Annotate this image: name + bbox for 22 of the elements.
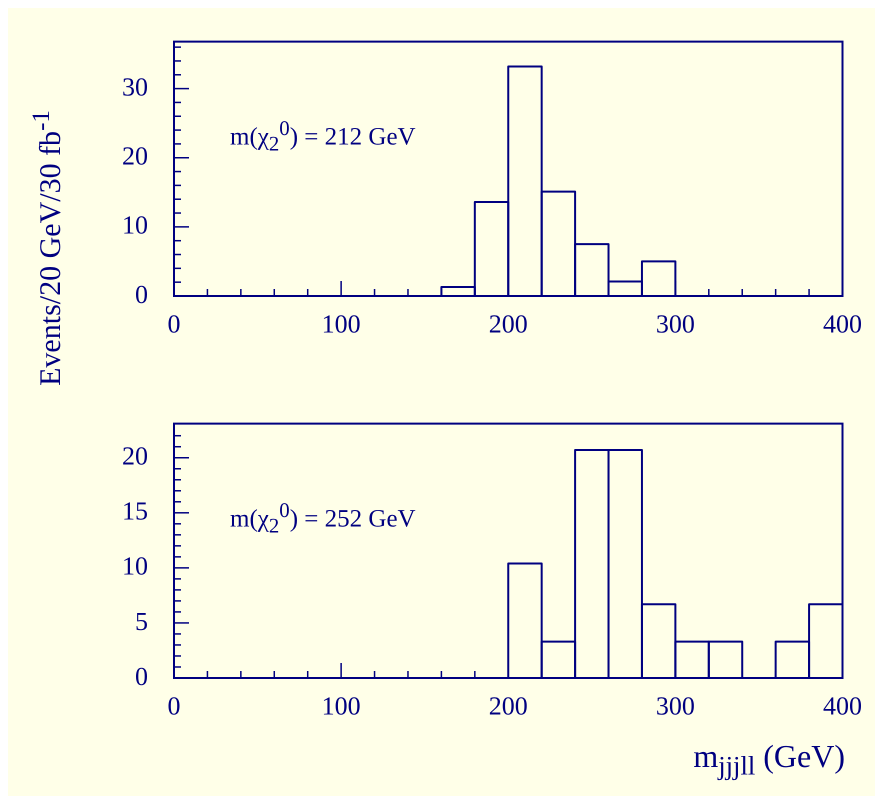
x-axis-title: m$_{jjjll}$ (GeV) bbox=[693, 738, 845, 782]
y-tick-label: 0 bbox=[135, 662, 148, 691]
x-tick-label: 300 bbox=[656, 691, 695, 720]
x-tick-label: 300 bbox=[656, 309, 695, 338]
y-tick-label: 30 bbox=[122, 72, 148, 102]
y-tick-label: 0 bbox=[135, 280, 148, 309]
x-tick-label: 0 bbox=[168, 309, 180, 338]
y-tick-label: 15 bbox=[122, 496, 148, 526]
x-tick-label: 0 bbox=[168, 691, 180, 720]
y-tick-label: 10 bbox=[122, 210, 148, 240]
y-tick-label: 20 bbox=[122, 442, 148, 471]
annotation: m(χ$_{2}$$^{0}$) = 252 GeV bbox=[230, 498, 416, 538]
y-tick-label: 20 bbox=[122, 142, 148, 171]
annotation: m(χ$_{2}$$^{0}$) = 212 GeV bbox=[230, 116, 416, 156]
x-tick-label: 100 bbox=[322, 309, 361, 338]
x-tick-label: 200 bbox=[488, 691, 528, 720]
y-tick-label: 5 bbox=[135, 606, 148, 636]
x-tick-label: 200 bbox=[488, 309, 528, 338]
x-tick-label: 400 bbox=[823, 309, 862, 338]
y-tick-label: 10 bbox=[122, 552, 148, 581]
x-tick-label: 100 bbox=[322, 691, 361, 720]
x-tick-label: 400 bbox=[823, 691, 862, 720]
